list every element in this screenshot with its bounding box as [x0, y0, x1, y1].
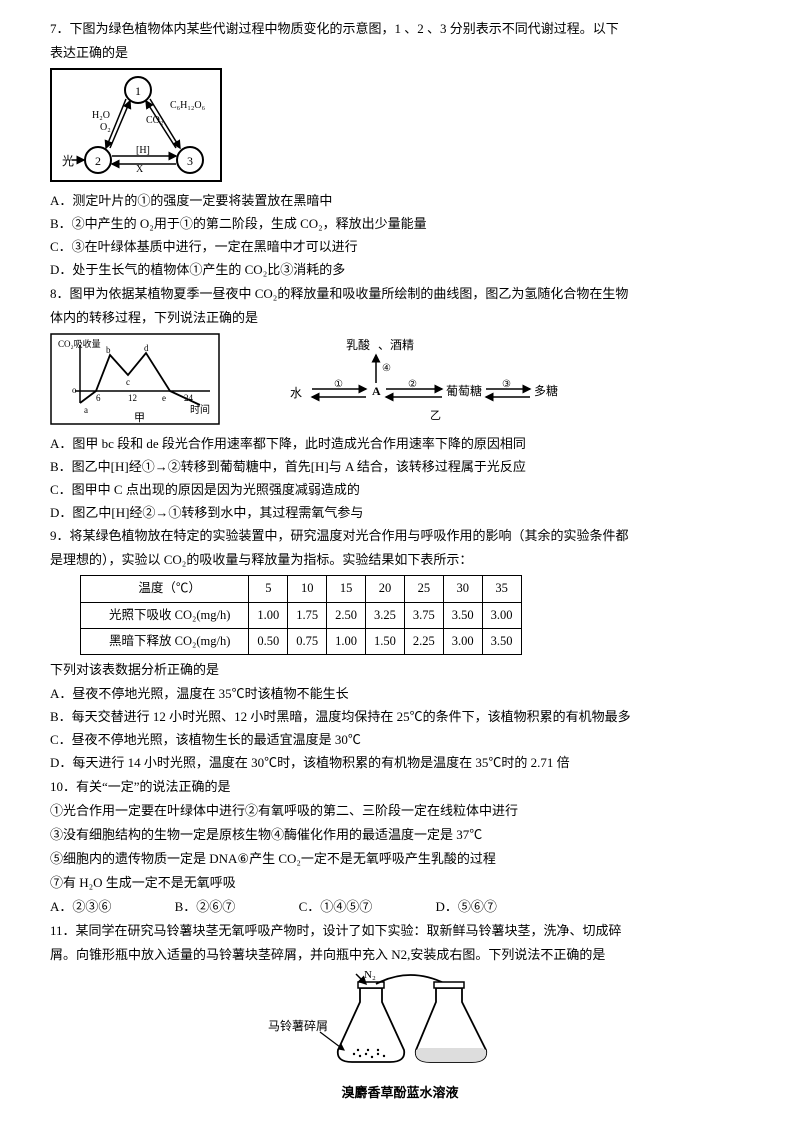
q11-stem-line1: 11．某同学在研究马铃薯块茎无氧呼吸产物时，设计了如下实验：取新鲜马铃薯块茎，洗…: [50, 920, 750, 942]
q8-opt-b: B．图乙中[H]经①→②转移到葡萄糖中，首先[H]与 A 结合，该转移过程属于光…: [50, 456, 750, 478]
q9-th5: 25: [404, 576, 443, 602]
q7-stem-line2: 表达正确的是: [50, 42, 750, 64]
q9-table: 温度（℃） 5 10 15 20 25 30 35 光照下吸收 CO₂(mg/h…: [80, 575, 522, 655]
q9-opt-b: B．每天交替进行 12 小时光照、12 小时黑暗，温度均保持在 25℃的条件下，…: [50, 706, 750, 728]
q10-options: A．②③⑥ B．②⑥⑦ C．①④⑤⑦ D．⑤⑥⑦: [50, 896, 750, 918]
q11-left-label: 马铃薯碎屑: [268, 1018, 328, 1033]
q8-lac: 乳酸: [346, 337, 370, 352]
q10-opt-a: A．②③⑥: [50, 896, 111, 918]
q7-light: 光: [62, 154, 74, 168]
q8-figure: CO₂吸收量 a b c d 6 12 e 24 时间 甲 o 水 ① A ② …: [50, 333, 750, 429]
q7-stem-line1: 7．下图为绿色植物体内某些代谢过程中物质变化的示意图，1 、2 、3 分别表示不…: [50, 18, 750, 40]
q8-n2: ②: [408, 379, 417, 390]
q9-r1c1: 1.00: [249, 602, 288, 628]
q11-caption: 溴麝香草酚蓝水溶液: [50, 1082, 750, 1104]
q8-ptd: d: [144, 343, 149, 353]
q9-th4: 20: [366, 576, 405, 602]
q8-t12: 12: [128, 393, 137, 403]
q7-node1: 1: [135, 84, 141, 98]
q9-r2c6: 3.00: [443, 628, 482, 654]
q9-r1c4: 3.25: [366, 602, 405, 628]
q8-water: 水: [290, 386, 302, 400]
q8-opt-a: A．图甲 bc 段和 de 段光合作用速率都下降，此时造成光合作用速率下降的原因…: [50, 433, 750, 455]
q9-opt-a: A．昼夜不停地光照，温度在 35℃时该植物不能生长: [50, 683, 750, 705]
q8-poly: 多糖: [534, 383, 558, 398]
q7-opt-d: D．处于生长气的植物体①产生的 CO₂比③消耗的多: [50, 259, 750, 281]
table-row: 温度（℃） 5 10 15 20 25 30 35: [81, 576, 522, 602]
table-row: 光照下吸收 CO₂(mg/h) 1.00 1.75 2.50 3.25 3.75…: [81, 602, 522, 628]
q8-jia: 甲: [134, 412, 145, 424]
q9-r1l: 光照下吸收 CO₂(mg/h): [81, 602, 249, 628]
q10-l4: ⑦有 H₂O 生成一定不是无氧呼吸: [50, 872, 750, 894]
q10-opt-d: D．⑤⑥⑦: [435, 896, 496, 918]
q8-t6: 6: [96, 393, 101, 403]
q8-alc: 酒精: [390, 338, 414, 352]
q8-opt-d: D．图乙中[H]经②→①转移到水中，其过程需氧气参与: [50, 502, 750, 524]
q8-ptb: b: [106, 345, 111, 355]
q7-co2: CO₂: [146, 115, 163, 126]
q8-n1: ①: [334, 379, 343, 390]
q9-r1c7: 3.00: [482, 602, 521, 628]
q9-stem-line2: 是理想的），实验以 CO₂的吸收量与释放量为指标。实验结果如下表所示：: [50, 549, 750, 571]
q9-lead: 下列对该表数据分析正确的是: [50, 659, 750, 681]
q10-stem: 10．有关“一定”的说法正确的是: [50, 776, 750, 798]
q9-r2c1: 0.50: [249, 628, 288, 654]
q7-x: X: [136, 164, 144, 175]
q9-th6: 30: [443, 576, 482, 602]
q10-l3: ⑤细胞内的遗传物质一定是 DNA⑥产生 CO₂一定不是无氧呼吸产生乳酸的过程: [50, 848, 750, 870]
q8-glu: 葡萄糖: [446, 383, 482, 398]
q7-c6: C₆H₁₂O₆: [170, 100, 206, 111]
q9-th7: 35: [482, 576, 521, 602]
q8-stem-line2: 体内的转移过程，下列说法正确的是: [50, 307, 750, 329]
q8-n3: ③: [502, 379, 511, 390]
q7-h: [H]: [136, 145, 150, 156]
q9-opt-d: D．每天进行 14 小时光照，温度在 30℃时，该植物积累的有机物是温度在 35…: [50, 752, 750, 774]
q9-r2c3: 1.00: [327, 628, 366, 654]
q7-opt-a: A．测定叶片的①的强度一定要将装置放在黑暗中: [50, 190, 750, 212]
q9-th2: 10: [288, 576, 327, 602]
q10-l1: ①光合作用一定要在叶绿体中进行②有氧呼吸的第二、三阶段一定在线粒体中进行: [50, 800, 750, 822]
q8-ptc: c: [126, 377, 130, 387]
q9-r1c6: 3.50: [443, 602, 482, 628]
q8-t24: 24: [184, 393, 194, 403]
q8-xlabel: 时间: [190, 403, 210, 416]
q9-r2l: 黑暗下释放 CO₂(mg/h): [81, 628, 249, 654]
q9-r2c2: 0.75: [288, 628, 327, 654]
q9-r2c7: 3.50: [482, 628, 521, 654]
q7-o2: O₂: [100, 122, 111, 133]
q11-figure: N₂ 马铃薯碎屑 溴麝香草酚蓝水溶液: [50, 970, 750, 1104]
q10-l2: ③没有细胞结构的生物一定是原核生物④酶催化作用的最适温度一定是 37℃: [50, 824, 750, 846]
q9-r1c5: 3.75: [404, 602, 443, 628]
q8-opt-c: C．图甲中 C 点出现的原因是因为光照强度减弱造成的: [50, 479, 750, 501]
q8-stem-line1: 8．图甲为依据某植物夏季一昼夜中 CO₂的释放量和吸收量所绘制的曲线图，图乙为氢…: [50, 283, 750, 305]
q9-r1c2: 1.75: [288, 602, 327, 628]
table-row: 黑暗下释放 CO₂(mg/h) 0.50 0.75 1.00 1.50 2.25…: [81, 628, 522, 654]
q9-r2c4: 1.50: [366, 628, 405, 654]
q7-node2: 2: [95, 154, 101, 168]
q8-A: A: [372, 384, 381, 398]
q11-stem-line2: 屑。向锥形瓶中放入适量的马铃薯块茎碎屑，并向瓶中充入 N2,安装成右图。下列说法…: [50, 944, 750, 966]
q7-figure: 1 2 3 H₂O O₂ CO₂ C₆H₁₂O₆ [H] X 光: [50, 68, 750, 186]
svg-text:o: o: [72, 385, 77, 395]
q7-opt-b: B．②中产生的 O₂用于①的第二阶段，生成 CO₂，释放出少量能量: [50, 213, 750, 235]
q9-r2c5: 2.25: [404, 628, 443, 654]
q7-h2o: H₂O: [92, 110, 110, 121]
q9-opt-c: C．昼夜不停地光照，该植物生长的最适宜温度是 30℃: [50, 729, 750, 751]
q10-opt-b: B．②⑥⑦: [175, 896, 236, 918]
q9-th3: 15: [327, 576, 366, 602]
q11-n2: N₂: [364, 970, 376, 981]
svg-text:、: 、: [378, 338, 390, 352]
q9-stem-line1: 9．将某绿色植物放在特定的实验装置中，研究温度对光合作用与呼吸作用的影响（其余的…: [50, 525, 750, 547]
q9-th1: 5: [249, 576, 288, 602]
q8-yi: 乙: [430, 409, 441, 422]
q9-th0: 温度（℃）: [81, 576, 249, 602]
q8-te: e: [162, 393, 166, 403]
q8-pta: a: [84, 405, 88, 415]
q9-r1c3: 2.50: [327, 602, 366, 628]
q7-node3: 3: [187, 154, 193, 168]
q7-opt-c: C．③在叶绿体基质中进行，一定在黑暗中才可以进行: [50, 236, 750, 258]
q10-opt-c: C．①④⑤⑦: [299, 896, 373, 918]
q8-n4: ④: [382, 363, 391, 374]
